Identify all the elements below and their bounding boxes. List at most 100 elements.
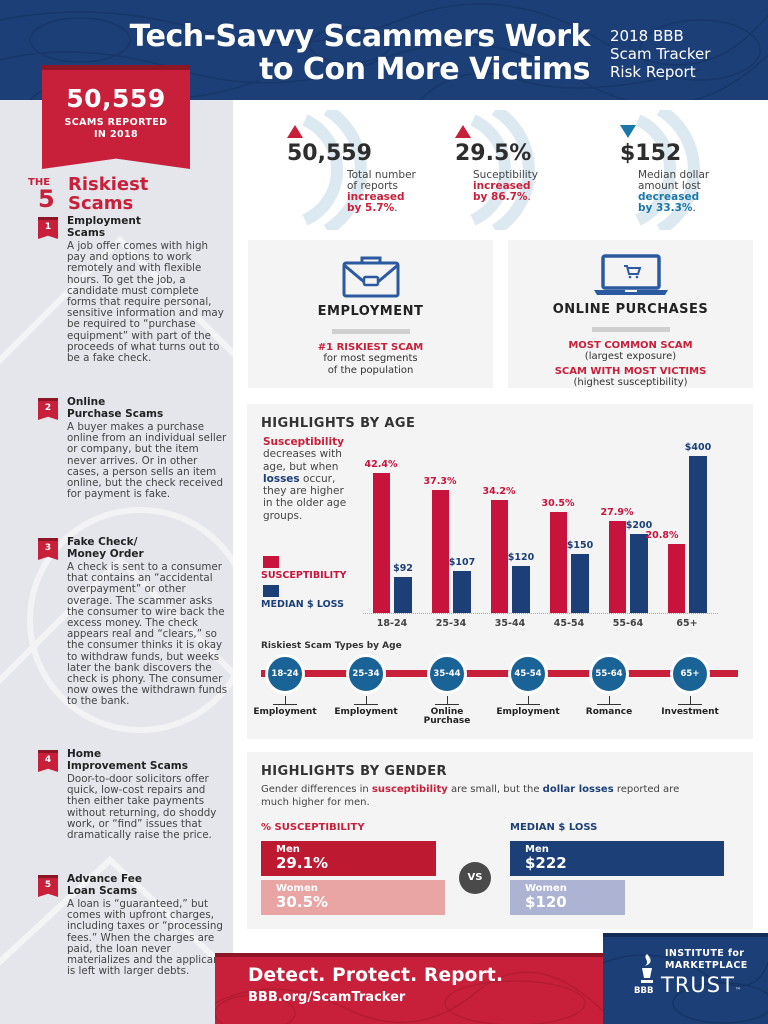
subtitle-line-2: Scam Tracker	[610, 45, 711, 63]
rank-badge: 1	[38, 217, 58, 239]
report-subtitle: 2018 BBB Scam Tracker Risk Report	[610, 27, 710, 81]
rank-badge: 5	[38, 875, 58, 897]
value-label-susceptibility: 30.5%	[541, 498, 575, 509]
value-label-susceptibility: 34.2%	[482, 486, 516, 497]
x-axis-label: 45-54	[553, 618, 585, 629]
timeline-tick	[690, 696, 691, 704]
scam-name: Fake Check/Money Order	[67, 536, 144, 560]
bbb-wordmark: BBB	[634, 986, 654, 996]
subtitle-line-1: 2018 BBB	[610, 27, 684, 45]
card-employment: EMPLOYMENT #1 RISKIEST SCAM for most seg…	[248, 240, 493, 388]
stat-value: $152	[620, 141, 682, 166]
scam-description: A loan is “guaranteed,” but comes with u…	[67, 898, 224, 978]
card-highlight: SCAM WITH MOST VICTIMS	[554, 366, 707, 377]
bar-women-loss: Women $120	[510, 880, 625, 915]
up-arrow-icon	[455, 125, 471, 138]
value-label-susceptibility: 37.3%	[423, 476, 457, 487]
x-axis-label: 18-24	[376, 618, 408, 629]
rank-badge: 3	[38, 538, 58, 560]
bar-susceptibility	[550, 512, 567, 613]
scam-item-home-improvement: 4 Home Improvement Scams Door-to-door sol…	[38, 748, 228, 841]
scam-name: Employment Scams	[67, 215, 141, 239]
down-arrow-icon	[620, 125, 636, 138]
card-note: of the population	[327, 365, 414, 376]
sidebar	[0, 100, 233, 1024]
heading-the: THE	[28, 177, 51, 188]
timeline-tick-base	[354, 704, 378, 705]
bar-median-loss	[512, 566, 530, 613]
footer-top-strip	[215, 953, 605, 957]
susceptibility-title: % SUSCEPTIBILITY	[261, 822, 365, 833]
card-note: for most segments	[323, 353, 418, 364]
bar-men-loss: Men $222	[510, 841, 724, 876]
value-label-loss: $107	[448, 557, 476, 568]
vs-badge: VS	[459, 862, 491, 894]
timeline-title: Riskiest Scam Types by Age	[261, 641, 402, 651]
logo-trust: TRUST™	[661, 973, 742, 997]
value-label-loss: $400	[684, 442, 712, 453]
stat-value: 29.5%	[455, 141, 532, 166]
scam-description: A job offer comes with high pay and opti…	[67, 240, 224, 365]
value-label-susceptibility: 27.9%	[600, 507, 634, 518]
heading-riskiest: Riskiest	[68, 174, 149, 195]
scam-item-advance-fee-loan: 5 Advance Fee Loan Scams A loan is “guara…	[38, 873, 228, 977]
bar-median-loss	[571, 554, 589, 613]
scam-name: Online Purchase Scams	[67, 396, 164, 420]
card-divider	[591, 327, 670, 332]
stat-value: 50,559	[287, 141, 372, 166]
x-axis-label: 25-34	[435, 618, 467, 629]
rank-badge: 2	[38, 398, 58, 420]
card-note: (highest susceptibility)	[573, 377, 688, 388]
legend-label-susceptibility: SUSCEPTIBILITY	[261, 570, 347, 581]
title-line-1: Tech-Savvy Scammers Work	[129, 19, 591, 54]
sidebar-background-pattern	[0, 235, 233, 979]
x-axis-label: 55-64	[612, 618, 644, 629]
heading-scams: Scams	[68, 193, 134, 214]
scam-type-label: Employment	[496, 707, 560, 717]
section-title: HIGHLIGHTS BY AGE	[261, 416, 416, 431]
stat-description: Suceptibility increased by 86.7%.	[473, 169, 538, 203]
banner-label-2: IN 2018	[93, 129, 139, 140]
rank-badge: 4	[38, 750, 58, 772]
laptop-cart-icon	[593, 254, 668, 295]
total-scams-banner: 50,559 SCAMS REPORTED IN 2018	[42, 65, 190, 169]
value-label-loss: $92	[393, 563, 413, 574]
bar-susceptibility	[609, 521, 626, 613]
scam-description: Door-to-door solicitors offer quick, low…	[67, 773, 217, 842]
heading-five: 5	[38, 185, 55, 213]
x-axis-label: 65+	[676, 618, 698, 629]
briefcase-icon	[342, 256, 399, 298]
timeline-tick-base	[597, 704, 621, 705]
scam-type-label: Romance	[585, 707, 633, 717]
bar-median-loss	[689, 456, 707, 613]
value-label-loss: $150	[566, 540, 594, 551]
timeline-tick-base	[435, 704, 459, 705]
banner-top-strip	[42, 65, 190, 70]
section-title: HIGHLIGHTS BY GENDER	[261, 764, 447, 779]
median-loss-title: MEDIAN $ LOSS	[510, 822, 598, 833]
age-node: 18-24	[265, 654, 305, 694]
bar-median-loss	[453, 571, 471, 613]
timeline-tick-base	[273, 704, 297, 705]
bbb-logo-panel: BBB INSTITUTE for MARKETPLACE TRUST™	[603, 933, 768, 1024]
card-note: (largest exposure)	[584, 351, 677, 362]
bar-susceptibility	[373, 473, 390, 613]
banner-label-1: SCAMS REPORTED	[64, 117, 168, 128]
card-divider	[331, 329, 410, 334]
scam-description: A buyer makes a purchase online from an …	[67, 421, 227, 501]
title-line-2: to Con More Victims	[259, 52, 590, 87]
card-highlight: #1 RISKIEST SCAM	[317, 342, 424, 353]
footer-cta-banner: Detect. Protect. Report. BBB.org/ScamTra…	[215, 953, 605, 1024]
value-label-loss: $120	[507, 552, 535, 563]
footer-tagline: Detect. Protect. Report.	[248, 965, 504, 986]
legend-swatch-susceptibility	[263, 556, 279, 568]
card-online-purchases: ONLINE PURCHASES MOST COMMON SCAM (large…	[508, 240, 753, 388]
age-node: 45-54	[508, 654, 548, 694]
timeline-tick	[609, 696, 610, 704]
age-intro-text: Susceptibility decreases with age, but w…	[263, 436, 347, 522]
scam-item-fake-check: 3 Fake Check/Money Order A check is sent…	[38, 536, 228, 708]
value-label-susceptibility: 42.4%	[364, 459, 398, 470]
bbb-torch-icon	[641, 954, 653, 983]
scam-tracker-link[interactable]: BBB.org/ScamTracker	[248, 990, 406, 1005]
bar-median-loss	[394, 577, 412, 613]
